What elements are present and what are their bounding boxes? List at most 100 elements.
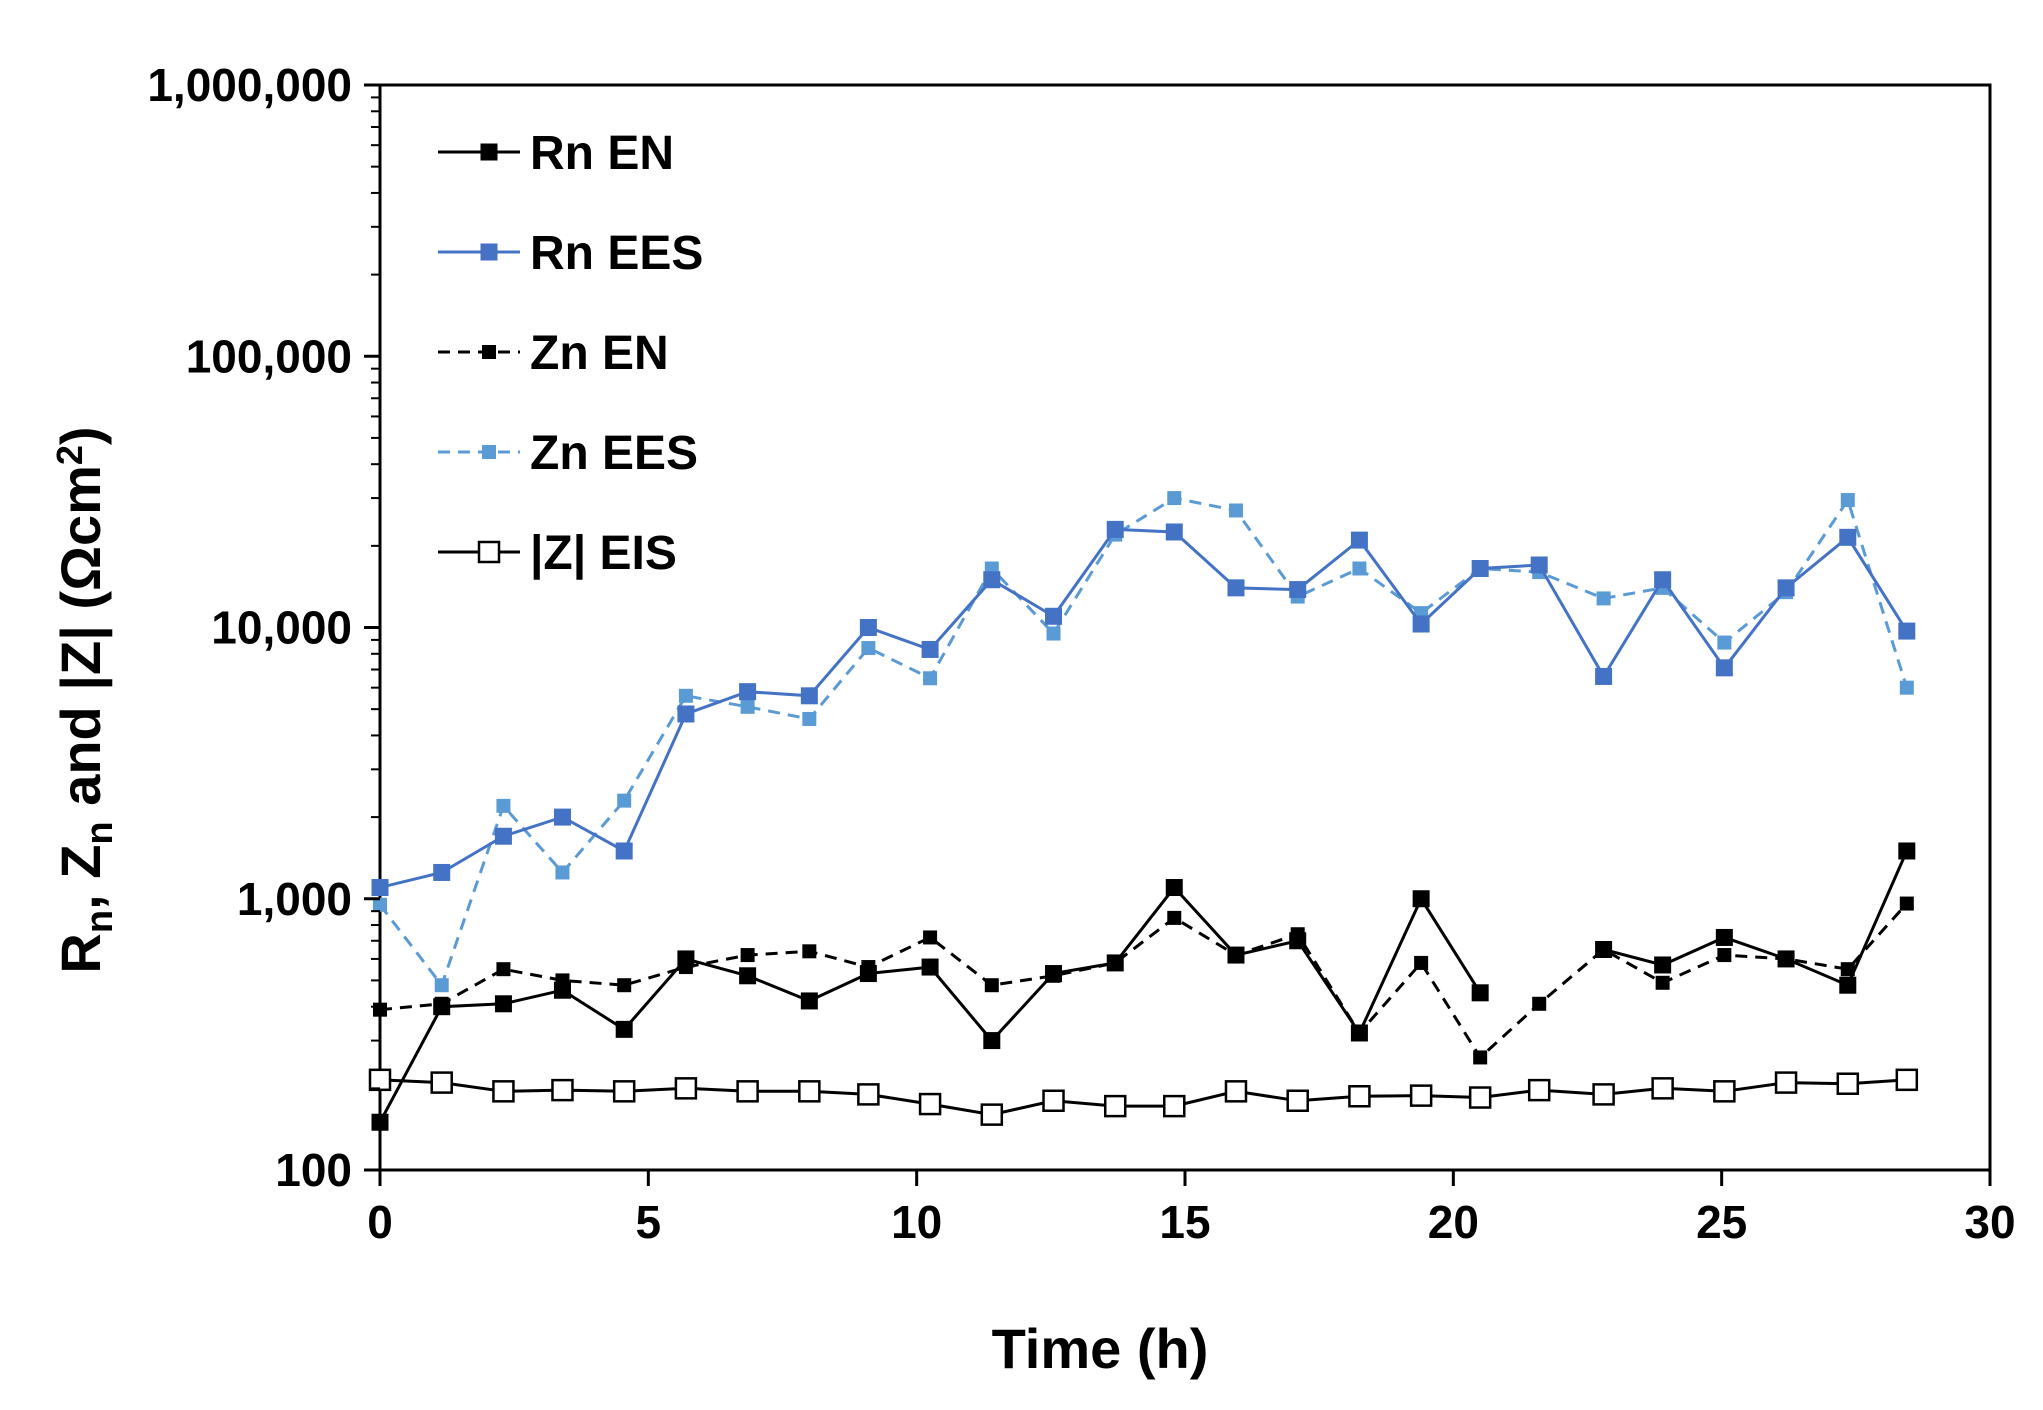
data-point [1596,591,1611,606]
data-point [1412,890,1430,908]
data-point [1227,946,1245,964]
data-point [1042,1089,1065,1113]
data-point [1350,531,1368,549]
data-point [1898,622,1916,640]
data-point [1286,1089,1309,1113]
data-point [373,1002,387,1017]
data-point [921,958,939,976]
legend-item: Rn EN [438,127,674,180]
data-point [1412,615,1430,633]
data-point [740,699,755,714]
data-point [1350,1024,1368,1042]
series-line [379,902,1908,1060]
data-point [1655,975,1670,990]
data-point [1654,571,1672,589]
series-line [379,527,1909,889]
data-point [615,1020,633,1038]
legend-item: Zn EES [438,427,698,480]
x-tick-label: 10 [891,1196,942,1248]
data-point [1651,1077,1674,1100]
data-point [1899,896,1914,911]
data-point [739,967,757,985]
series-rn-en [371,842,1916,1131]
legend-label: Zn EES [530,427,698,480]
data-point [1165,879,1183,897]
data-point [1103,1094,1127,1118]
data-point [494,995,512,1013]
data-point [492,1080,515,1103]
data-point [740,948,755,963]
data-point [1774,1071,1798,1094]
data-point [677,950,695,968]
data-point [612,1080,636,1103]
data-point [1348,1085,1371,1108]
data-point [1163,1094,1186,1118]
legend-label: Zn EN [530,327,669,380]
data-point [1409,1084,1433,1107]
legend-item: |Z| EIS [438,527,677,580]
legend-marker [482,345,496,359]
data-point [1895,1068,1919,1092]
data-point [800,687,818,705]
data-point [677,705,695,723]
data-point [859,619,877,636]
legend-label: |Z| EIS [530,527,677,580]
data-point [1840,493,1855,508]
data-point [1654,956,1672,974]
data-point [1898,842,1916,860]
data-point [617,978,632,993]
data-point [553,981,571,999]
y-tick-label: 1,000 [237,873,352,925]
data-point [617,793,632,808]
data-point [923,930,938,945]
data-point [371,879,389,897]
data-point [1836,1072,1860,1095]
data-point [1352,561,1367,576]
data-point [1717,635,1732,650]
data-point [1527,1078,1551,1102]
data-point [798,1080,821,1103]
data-point [1777,950,1795,968]
data-point [1289,932,1307,950]
x-tick-label: 5 [636,1196,662,1248]
x-tick-label: 15 [1159,1196,1210,1248]
y-tick-label: 10,000 [211,602,352,654]
data-point [1106,954,1124,972]
data-point [615,842,633,860]
data-point [1715,659,1733,677]
data-point [921,640,939,658]
data-point [802,944,817,959]
y-tick-label: 100,000 [186,330,352,382]
legend-item: Rn EES [438,227,703,280]
data-point [1839,976,1857,994]
data-point [800,992,818,1010]
data-point [1839,528,1857,546]
data-point [496,798,511,813]
data-point [984,978,999,993]
data-point [1046,626,1061,641]
data-point [861,641,876,656]
data-point [678,688,693,703]
data-point [555,865,570,880]
data-point [430,1071,453,1094]
data-point [1530,556,1548,574]
legend-marker [480,143,498,161]
data-point [1106,520,1124,538]
legend: Rn EN Rn EES Zn EN Zn EES |Z| EIS [438,127,703,580]
data-point [1289,581,1307,599]
data-point [802,711,817,726]
data-point [980,1103,1004,1126]
data-point [983,571,1001,589]
data-point [1228,503,1243,518]
data-point [553,808,571,826]
data-point [496,962,511,977]
legend-label: Rn EES [530,227,703,280]
x-tick-label: 0 [367,1196,393,1248]
data-point [859,965,877,983]
data-point [368,1068,392,1092]
data-point [1045,607,1063,625]
data-point [434,978,449,993]
data-point [1777,579,1795,597]
